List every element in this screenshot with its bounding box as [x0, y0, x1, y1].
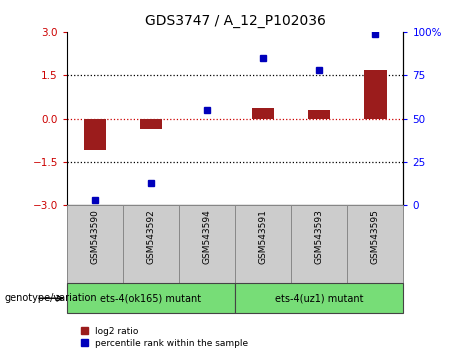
Bar	[235, 205, 291, 283]
Bar	[179, 205, 235, 283]
Bar	[67, 205, 123, 283]
Bar	[291, 205, 347, 283]
Text: GSM543592: GSM543592	[147, 209, 155, 264]
Bar	[364, 70, 386, 119]
Bar	[67, 283, 235, 313]
Text: GSM543595: GSM543595	[371, 209, 380, 264]
Text: GSM543593: GSM543593	[315, 209, 324, 264]
Text: genotype/variation: genotype/variation	[5, 293, 97, 303]
Bar	[235, 283, 403, 313]
Bar	[347, 205, 403, 283]
Text: ets-4(uz1) mutant: ets-4(uz1) mutant	[275, 293, 363, 303]
Bar	[140, 119, 162, 129]
Bar	[252, 108, 274, 119]
Text: GSM543594: GSM543594	[202, 209, 212, 264]
Bar	[123, 205, 179, 283]
Legend: log2 ratio, percentile rank within the sample: log2 ratio, percentile rank within the s…	[81, 327, 248, 348]
Text: ets-4(ok165) mutant: ets-4(ok165) mutant	[100, 293, 201, 303]
Text: GSM543590: GSM543590	[90, 209, 100, 264]
Text: GSM543591: GSM543591	[259, 209, 268, 264]
Bar	[308, 110, 331, 119]
Title: GDS3747 / A_12_P102036: GDS3747 / A_12_P102036	[145, 14, 325, 28]
Bar	[83, 119, 106, 150]
